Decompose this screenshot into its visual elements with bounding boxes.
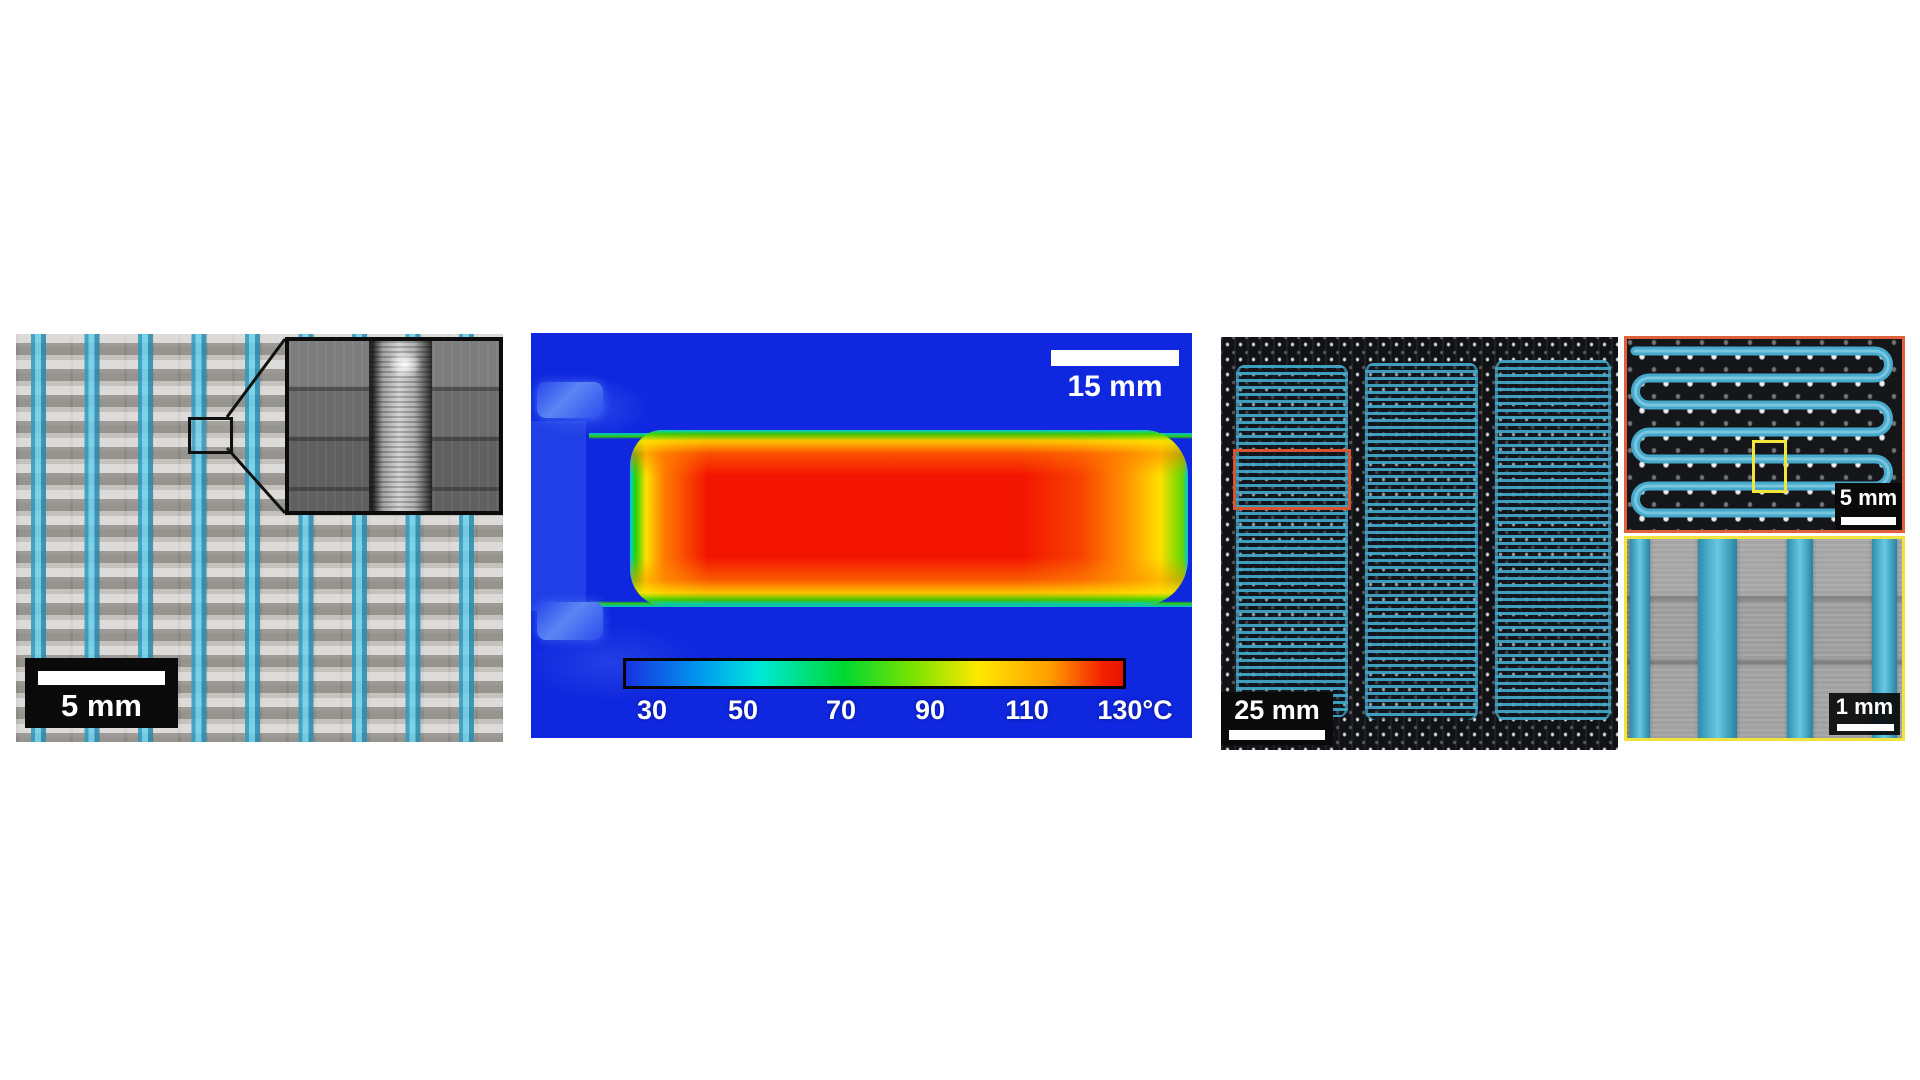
scale-bar-fabric-label: 5 mm [61,688,142,723]
colorbar-tick-70: 70 [825,695,857,725]
scale-bar-thermal: 15 mm [1051,350,1179,404]
colorbar-tick-50: 50 [727,695,759,725]
panel-thermal-image: 15 mm 30 50 70 90 110 130°C [531,333,1192,738]
fabric-zoom-inset [285,337,503,515]
scale-bar-serpentine: 5 mm [1835,483,1902,530]
closeup-thread-1 [1630,539,1650,738]
roi-yellow-box [1752,440,1787,493]
closeup-thread-3 [1787,539,1813,738]
scale-bar-fabric: 5 mm [25,658,178,728]
inset-thread-closeup: 1 mm [1624,536,1905,741]
electrode-clamp-top [537,382,603,418]
electrode-region [531,421,586,611]
inset-thread-texture [368,341,432,511]
stitched-column-1 [1236,365,1348,717]
closeup-thread-2 [1698,539,1737,738]
scale-bar-closeup-line [1837,724,1894,731]
stitched-column-3 [1495,360,1611,720]
panel-stitched-heaters: 25 mm [1221,337,1618,750]
scale-bar-thermal-line [1051,350,1179,366]
colorbar-tick-30: 30 [636,695,668,725]
inset-serpentine: 5 mm [1624,336,1905,533]
colorbar-tick-110: 110 [1005,695,1049,725]
scale-bar-closeup: 1 mm [1829,693,1900,735]
roi-orange-box [1233,449,1351,510]
scale-bar-thermal-label: 15 mm [1067,370,1163,403]
heater-hot-region [630,430,1188,605]
stitched-column-2 [1365,363,1478,720]
scale-bar-stitched-label: 25 mm [1234,695,1320,725]
panel-woven-fabric: 5 mm [16,334,503,742]
scale-bar-serpentine-label: 5 mm [1839,485,1898,510]
scale-bar-closeup-label: 1 mm [1835,694,1894,719]
electrode-clamp-bottom [537,602,603,640]
scale-bar-stitched-line [1229,730,1325,740]
colorbar-tick-130: 130°C [1097,695,1173,725]
serpentine-stitch-path [1630,346,1893,530]
scale-bar-stitched: 25 mm [1221,692,1333,745]
colorbar-tick-90: 90 [914,695,946,725]
zoom-roi-box [188,417,233,454]
temperature-colorbar [623,658,1126,689]
zoom-connector-lines [225,338,287,514]
scale-bar-serpentine-line [1841,517,1896,525]
scale-bar-fabric-line [38,671,165,685]
